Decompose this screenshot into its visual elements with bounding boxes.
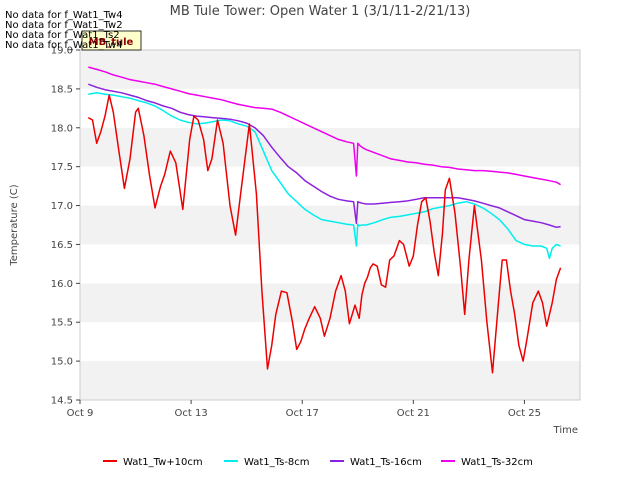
y-tick-label: 18.0 <box>51 123 73 134</box>
grid-band <box>80 322 580 362</box>
plot-area-frame <box>79 49 581 401</box>
x-tick-label: Oct 21 <box>397 408 430 419</box>
y-tick-label: 19.0 <box>51 46 73 57</box>
chart-title: MB Tule Tower: Open Water 1 (3/1/11-2/21… <box>170 4 471 19</box>
x-tick-label: Oct 13 <box>175 408 208 419</box>
x-tick-label: Oct 17 <box>286 408 319 419</box>
no-data-message: No data for f_Wat1_Ts2 <box>5 30 120 41</box>
y-tick-label: 14.5 <box>51 396 73 407</box>
badge-box <box>81 30 142 51</box>
no-data-message: No data for f_Wat1_Tw2 <box>5 20 123 31</box>
legend-label-tw10: Wat1_Tw+10cm <box>123 457 203 468</box>
x-axis-label: Time <box>553 425 578 436</box>
y-tick-label: 16.5 <box>51 240 73 251</box>
y-tick-label: 17.0 <box>51 201 73 212</box>
grid-band <box>80 361 580 400</box>
grid-band <box>80 205 580 245</box>
legend-label-ts16: Wat1_Ts-16cm <box>350 457 422 468</box>
badge: MB_tule <box>81 30 142 51</box>
series-line-ts32 <box>88 66 561 186</box>
y-tick-label: 18.5 <box>51 84 73 95</box>
legend: Wat1_Tw+10cm Wat1_Ts-8cm Wat1_Ts-16cm Wa… <box>103 457 533 468</box>
series-line-tw10 <box>87 94 562 374</box>
series-line-ts16 <box>88 83 561 229</box>
grid-band <box>80 127 580 167</box>
x-axis-ticks: Oct 9 Oct 13 Oct 17 Oct 21 Oct 25 <box>67 400 541 419</box>
series-line-ts8 <box>88 92 561 260</box>
grid-band <box>80 244 580 284</box>
x-tick-label: Oct 9 <box>67 408 94 419</box>
y-axis-ticks: 14.5 15.0 15.5 16.0 16.5 17.0 17.5 18.0 18.5 19.0 <box>51 46 80 407</box>
y-tick-label: 16.0 <box>51 279 73 290</box>
badge-label: MB_tule <box>89 37 134 48</box>
x-tick-label: Oct 25 <box>508 408 541 419</box>
grid-band <box>80 166 580 206</box>
no-data-message: No data for f_Wat1_Tw4 <box>5 10 123 21</box>
grid-band <box>80 88 580 128</box>
series-lines <box>87 66 562 374</box>
y-tick-label: 15.5 <box>51 318 73 329</box>
y-axis-label: Temperature (C) <box>9 184 20 266</box>
grid-band <box>80 50 580 89</box>
legend-label-ts32: Wat1_Ts-32cm <box>461 457 533 468</box>
y-tick-label: 15.0 <box>51 357 73 368</box>
no-data-message: No data for f_Wat1_Tw4 <box>5 40 123 51</box>
y-tick-label: 17.5 <box>51 162 73 173</box>
no-data-messages: No data for f_Wat1_Tw4 No data for f_Wat… <box>5 10 123 51</box>
legend-label-ts8: Wat1_Ts-8cm <box>244 457 310 468</box>
